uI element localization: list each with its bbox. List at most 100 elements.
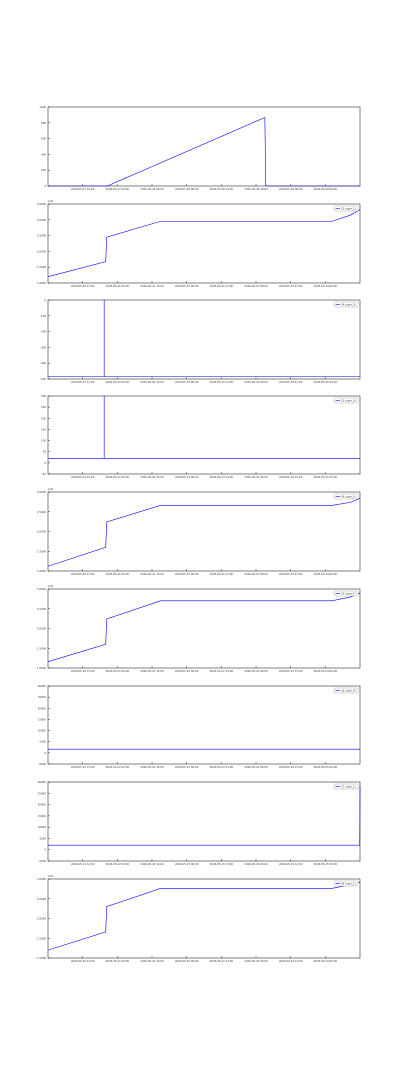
legend-box — [333, 590, 359, 597]
x-tick-label: 2020-05-23 00:00 — [175, 862, 199, 866]
y-tick-label: 600 — [41, 137, 46, 141]
y-tick-label: 3.0000 — [37, 218, 46, 222]
legend-box — [333, 397, 359, 404]
x-tick-label: 2020-05-20 12:00 — [71, 284, 95, 288]
chart-panel-4: 300 250 200 150 100 50 0 -50 2020-05-21 12:00 202… — [41, 394, 361, 479]
y-tick-label: 30000 — [38, 780, 47, 784]
x-tick-label: 2020-05-25 00:00 — [314, 380, 338, 384]
y-tick-label: 1.5000 — [37, 549, 46, 553]
x-tick-label: 2020-05-21 12:00 — [71, 862, 95, 866]
x-tick-label: 2020-05-23 12:00 — [210, 380, 234, 384]
y-tick-label: 25000 — [38, 695, 47, 699]
y-tick-label: 1.5000 — [37, 936, 46, 940]
y-tick-label: 3.0000 — [37, 587, 46, 591]
y-tick-label: 3.5000 — [37, 202, 46, 206]
x-tick-label: 2020-05-23 12:00 — [279, 572, 303, 576]
x-tick-label: 2020-05-21 12:00 — [140, 959, 164, 963]
x-tick-label: 2020-05-24 00:00 — [314, 669, 338, 673]
x-tick-label: 2020-05-24 00:00 — [244, 765, 268, 769]
x-tick-label: 2020-05-23 00:00 — [244, 284, 268, 288]
x-tick-label: 2020-05-23 00:00 — [175, 475, 199, 479]
y-tick-label: 200 — [41, 168, 46, 172]
legend-label: 14 (cpm_2) — [341, 303, 356, 307]
x-tick-label: 2020-05-22 12:00 — [210, 284, 234, 288]
axes-frame — [47, 878, 361, 959]
x-tick-label: 2020-05-24 12:00 — [279, 765, 303, 769]
axes-frame — [47, 395, 361, 475]
x-tick-label: 2020-05-22 12:00 — [140, 765, 164, 769]
x-tick-label: 2020-05-21 12:00 — [140, 669, 164, 673]
y-tick-label: 25000 — [38, 791, 47, 795]
x-tick-label: 2020-05-23 00:00 — [244, 572, 268, 576]
x-tick-label: 2020-05-22 12:00 — [210, 572, 234, 576]
y-tick-label: -100 — [40, 314, 46, 318]
y-tick-label: 1.0000 — [37, 666, 46, 670]
x-tick-label: 2020-05-24 00:00 — [244, 475, 268, 479]
offset-text: 1e9 — [48, 199, 53, 203]
x-tick-label: 2020-05-21 00:00 — [106, 959, 130, 963]
series-line-1 — [48, 785, 361, 846]
y-tick-label: -5000 — [38, 859, 46, 863]
y-tick-label: 0 — [44, 461, 46, 465]
y-tick-label: 2.5000 — [37, 607, 46, 611]
y-tick-label: 2.0000 — [37, 530, 46, 534]
x-tick-label: 2020-05-24 12:00 — [279, 862, 303, 866]
x-tick-label: 2020-05-21 00:00 — [106, 284, 130, 288]
x-tick-label: 2020-05-28 18:00 — [244, 187, 268, 191]
x-tick-label: 2020-05-22 12:00 — [210, 669, 234, 673]
y-tick-label: 20000 — [38, 706, 47, 710]
y-tick-label: 200 — [41, 416, 46, 420]
y-tick-label: 800 — [41, 121, 46, 125]
y-tick-label: 1.0000 — [37, 281, 46, 285]
legend-box — [333, 783, 359, 790]
y-tick-label: 10000 — [38, 729, 47, 733]
x-tick-label: 2020-05-24 00:00 — [244, 862, 268, 866]
y-tick-label: 0 — [44, 848, 46, 852]
y-tick-label: 1.5000 — [37, 265, 46, 269]
x-tick-label: 2020-05-22 12:00 — [140, 862, 164, 866]
legend-label: 14 (cpm_1) — [341, 495, 356, 499]
x-tick-label: 2020-05-23 12:00 — [210, 475, 234, 479]
axes-frame — [47, 685, 361, 765]
series-line-1 — [47, 498, 361, 567]
y-tick-label: -200 — [40, 330, 46, 334]
x-tick-label: 2020-05-21 12:00 — [71, 765, 95, 769]
x-tick-label: 2020-05-24 00:00 — [314, 572, 338, 576]
y-tick-label: 0 — [44, 184, 46, 188]
x-tick-label: 2020-05-24 00:00 — [314, 959, 338, 963]
series-line-1 — [47, 209, 361, 277]
y-tick-label: 20000 — [38, 803, 47, 807]
y-tick-label: 1000 — [39, 105, 46, 109]
legend-box — [333, 301, 359, 308]
x-tick-label: 2020-05-21 12:00 — [140, 284, 164, 288]
offset-text: 1e9 — [48, 584, 53, 588]
x-tick-label: 2020-05-20 12:00 — [71, 669, 95, 673]
y-tick-label: 2.0000 — [37, 249, 46, 253]
legend-label: 13 (cpm_3) — [341, 399, 356, 403]
x-tick-label: 2020-05-22 00:00 — [106, 380, 130, 384]
x-tick-label: 2020-05-24 00:00 — [314, 284, 338, 288]
chart-panel-7: 30000 25000 20000 15000 10000 5000 0 -5000 2020-… — [38, 684, 361, 769]
y-tick-label: -500 — [40, 377, 46, 381]
y-tick-label: 2.5000 — [37, 897, 46, 901]
x-tick-label: 2020-05-23 12:00 — [210, 765, 234, 769]
x-tick-label: 2020-05-20 12:00 — [71, 959, 95, 963]
series-line-1 — [48, 396, 360, 459]
series-line-1 — [48, 117, 360, 187]
y-tick-label: 2.0000 — [37, 627, 46, 631]
x-tick-label: 2020-05-23 12:00 — [279, 959, 303, 963]
x-tick-label: 2020-05-25 00:00 — [314, 862, 338, 866]
legend-box — [333, 880, 359, 887]
legend-label: 17 (cpm_1) — [341, 785, 356, 789]
y-tick-label: -50 — [42, 472, 47, 476]
x-tick-label: 2020-05-22 12:00 — [140, 475, 164, 479]
offset-text: 1e9 — [48, 874, 53, 878]
axes-frame — [47, 106, 361, 187]
legend-label: 18 (cpm_1) — [341, 882, 356, 886]
x-tick-label: 2020-05-21 12:00 — [140, 572, 164, 576]
chart-panel-1: 1000 800 600 400 200 0 2020-05-27 12:00 2020-05… — [39, 105, 361, 191]
x-tick-label: 2020-05-23 12:00 — [210, 862, 234, 866]
x-tick-label: 2020-05-21 12:00 — [71, 475, 95, 479]
